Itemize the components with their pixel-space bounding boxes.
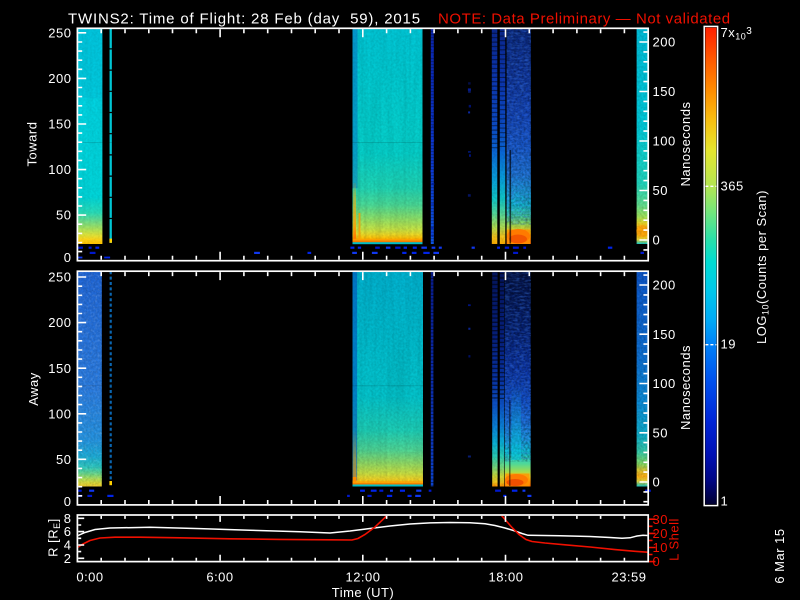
- svg-text:Nanoseconds: Nanoseconds: [678, 345, 693, 430]
- svg-text:18:00: 18:00: [488, 570, 523, 585]
- svg-text:NOTE: Data Preliminary — Not v: NOTE: Data Preliminary — Not validated: [438, 11, 731, 28]
- svg-text:10: 10: [653, 540, 668, 555]
- svg-text:50: 50: [56, 208, 71, 223]
- svg-text:100: 100: [653, 134, 676, 149]
- svg-text:20: 20: [653, 526, 668, 541]
- svg-text:200: 200: [653, 278, 676, 293]
- svg-text:200: 200: [48, 71, 71, 86]
- svg-text:Time (UT): Time (UT): [332, 585, 395, 600]
- svg-text:Nanoseconds: Nanoseconds: [678, 102, 693, 187]
- svg-text:TWINS2: Time of Flight: 28 Feb: TWINS2: Time of Flight: 28 Feb (day 59),…: [68, 11, 421, 28]
- svg-text:6 Mar 15: 6 Mar 15: [772, 528, 787, 583]
- svg-text:0: 0: [64, 494, 72, 509]
- svg-text:0: 0: [653, 233, 661, 248]
- svg-text:LOG10(Counts per Scan): LOG10(Counts per Scan): [754, 190, 771, 344]
- svg-text:4: 4: [64, 538, 72, 553]
- svg-text:0: 0: [64, 250, 72, 265]
- svg-text:0: 0: [653, 475, 661, 490]
- svg-text:50: 50: [653, 425, 668, 440]
- svg-text:L Shell: L Shell: [667, 518, 682, 561]
- svg-text:6: 6: [64, 524, 72, 539]
- svg-text:250: 250: [48, 25, 71, 40]
- svg-text:Toward: Toward: [25, 122, 40, 167]
- svg-text:150: 150: [653, 327, 676, 342]
- svg-text:150: 150: [653, 84, 676, 99]
- svg-text:1: 1: [721, 494, 729, 509]
- svg-text:0:00: 0:00: [76, 570, 103, 585]
- svg-text:0: 0: [653, 554, 661, 569]
- svg-text:23:59: 23:59: [611, 570, 646, 585]
- svg-text:50: 50: [653, 183, 668, 198]
- svg-text:Away: Away: [26, 372, 41, 406]
- svg-text:30: 30: [653, 512, 668, 527]
- svg-text:250: 250: [48, 270, 71, 285]
- svg-text:12:00: 12:00: [345, 570, 380, 585]
- svg-text:8: 8: [64, 511, 72, 526]
- svg-text:100: 100: [653, 376, 676, 391]
- svg-text:6:00: 6:00: [206, 570, 233, 585]
- svg-text:19: 19: [721, 337, 736, 352]
- svg-text:150: 150: [48, 361, 71, 376]
- svg-text:2: 2: [64, 551, 72, 566]
- svg-text:150: 150: [48, 117, 71, 132]
- svg-text:365: 365: [721, 179, 744, 194]
- svg-text:50: 50: [56, 452, 71, 467]
- svg-text:100: 100: [48, 162, 71, 177]
- svg-text:100: 100: [48, 406, 71, 421]
- svg-text:200: 200: [48, 315, 71, 330]
- svg-text:200: 200: [653, 35, 676, 50]
